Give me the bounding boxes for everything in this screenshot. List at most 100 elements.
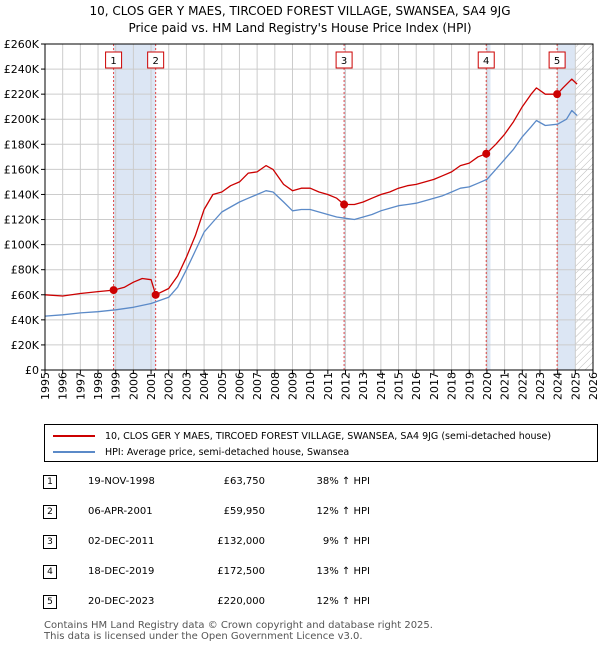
footer: Contains HM Land Registry data © Crown c… [44, 620, 433, 642]
x-tick-label: 2008 [269, 372, 282, 400]
x-tick-label: 2003 [180, 372, 193, 400]
table-row: 4 18-DEC-2019 £172,500 13% ↑ HPI [0, 563, 600, 583]
x-tick-label: 2002 [163, 372, 176, 400]
y-tick-label: £20K [11, 339, 40, 352]
sale-marker-label: 5 [554, 56, 560, 67]
sale-hpi-change: 12% ↑ HPI [316, 506, 370, 517]
series-line-property [44, 78, 578, 297]
chart-legend: 10, CLOS GER Y MAES, TIRCOED FOREST VILL… [44, 424, 598, 462]
legend-label-hpi: HPI: Average price, semi-detached house,… [105, 446, 350, 458]
y-tick-label: £260K [4, 38, 40, 51]
shaded-period [486, 44, 491, 370]
sale-number-badge: 3 [43, 535, 57, 549]
x-tick-label: 2020 [481, 372, 494, 400]
sale-hpi-change: 12% ↑ HPI [316, 596, 370, 607]
y-tick-label: £140K [4, 188, 40, 201]
y-tick-label: £60K [11, 289, 40, 302]
sale-number-badge: 4 [43, 565, 57, 579]
y-tick-label: £120K [4, 214, 40, 227]
x-tick-label: 2012 [340, 372, 353, 400]
footer-licence: This data is licensed under the Open Gov… [44, 631, 363, 642]
sale-number-badge: 2 [43, 505, 57, 519]
x-tick-label: 2023 [534, 372, 547, 400]
legend-item-property: 10, CLOS GER Y MAES, TIRCOED FOREST VILL… [53, 428, 551, 444]
footer-copyright: Contains HM Land Registry data © Crown c… [44, 620, 433, 631]
x-tick-label: 2015 [393, 372, 406, 400]
price-chart: 1 2 3 4 5 £0 £20K £40K £60K £80K £100K £120K £140K £… [4, 38, 600, 400]
sale-date: 18-DEC-2019 [88, 566, 155, 577]
sale-point [340, 200, 349, 209]
y-tick-label: £100K [4, 239, 40, 252]
y-tick-label: £0 [25, 364, 39, 377]
sale-point [109, 286, 118, 295]
x-tick-label: 2011 [322, 372, 335, 400]
shaded-period [113, 44, 156, 370]
x-tick-label: 2005 [216, 372, 229, 400]
legend-swatch-hpi [53, 451, 95, 453]
title-line-1: 10, CLOS GER Y MAES, TIRCOED FOREST VILL… [89, 4, 511, 18]
sale-date: 06-APR-2001 [88, 506, 153, 517]
table-row: 3 02-DEC-2011 £132,000 9% ↑ HPI [0, 533, 600, 553]
x-tick-label: 2025 [569, 372, 582, 400]
sale-marker-label: 4 [483, 56, 489, 67]
sale-marker-label: 2 [152, 56, 158, 67]
x-tick-label: 1995 [39, 372, 52, 400]
x-tick-label: 2021 [499, 372, 512, 400]
x-tick-label: 2009 [286, 372, 299, 400]
x-tick-label: 2007 [251, 372, 264, 400]
sale-marker-box [477, 51, 495, 69]
x-tick-label: 1997 [74, 372, 87, 400]
shaded-period [557, 44, 576, 370]
x-tick-label: 2019 [463, 372, 476, 400]
sale-marker-box [105, 51, 123, 69]
y-tick-label: £240K [4, 63, 40, 76]
sale-marker-box [335, 51, 353, 69]
x-tick-label: 2024 [552, 372, 565, 400]
x-tick-label: 2017 [428, 372, 441, 400]
x-tick-label: 1996 [57, 372, 70, 400]
x-tick-label: 2010 [304, 372, 317, 400]
x-tick-label: 2018 [446, 372, 459, 400]
y-tick-label: £220K [4, 88, 40, 101]
sale-hpi-change: 13% ↑ HPI [316, 566, 370, 577]
y-tick-label: £200K [4, 113, 40, 126]
x-tick-label: 2006 [233, 372, 246, 400]
x-tick-label: 2014 [375, 372, 388, 400]
x-tick-label: 1999 [110, 372, 123, 400]
sale-point [553, 90, 562, 99]
plot-frame [44, 43, 594, 371]
legend-swatch-property [53, 435, 95, 437]
table-row: 1 19-NOV-1998 £63,750 38% ↑ HPI [0, 473, 600, 493]
x-tick-label: 1998 [92, 372, 105, 400]
sale-price: £63,750 [223, 476, 265, 487]
sale-price: £172,500 [217, 566, 265, 577]
legend-item-hpi: HPI: Average price, semi-detached house,… [53, 444, 349, 460]
series-line-hpi [44, 109, 578, 317]
y-tick-label: £40K [11, 314, 40, 327]
sale-date: 19-NOV-1998 [88, 476, 155, 487]
y-tick-label: £80K [11, 264, 40, 277]
sale-price: £132,000 [217, 536, 265, 547]
sale-date: 02-DEC-2011 [88, 536, 155, 547]
sale-number-badge: 1 [43, 475, 57, 489]
table-row: 2 06-APR-2001 £59,950 12% ↑ HPI [0, 503, 600, 523]
sale-price: £59,950 [223, 506, 265, 517]
sale-number-badge: 5 [43, 595, 57, 609]
sale-point [151, 290, 160, 299]
x-tick-label: 2013 [357, 372, 370, 400]
sale-marker-box [147, 51, 165, 69]
chart-title: 10, CLOS GER Y MAES, TIRCOED FOREST VILL… [0, 3, 600, 37]
sale-hpi-change: 9% ↑ HPI [322, 536, 370, 547]
sale-marker-label: 1 [110, 56, 116, 67]
legend-label-property: 10, CLOS GER Y MAES, TIRCOED FOREST VILL… [105, 430, 552, 442]
x-tick-label: 2001 [145, 372, 158, 400]
y-tick-label: £180K [4, 138, 40, 151]
x-tick-label: 2016 [410, 372, 423, 400]
y-tick-label: £160K [4, 163, 40, 176]
sale-price: £220,000 [217, 596, 265, 607]
table-row: 5 20-DEC-2023 £220,000 12% ↑ HPI [0, 593, 600, 613]
sale-date: 20-DEC-2023 [88, 596, 155, 607]
sale-marker-label: 3 [341, 56, 347, 67]
x-tick-label: 2026 [587, 372, 600, 400]
sale-marker-box [548, 51, 566, 69]
